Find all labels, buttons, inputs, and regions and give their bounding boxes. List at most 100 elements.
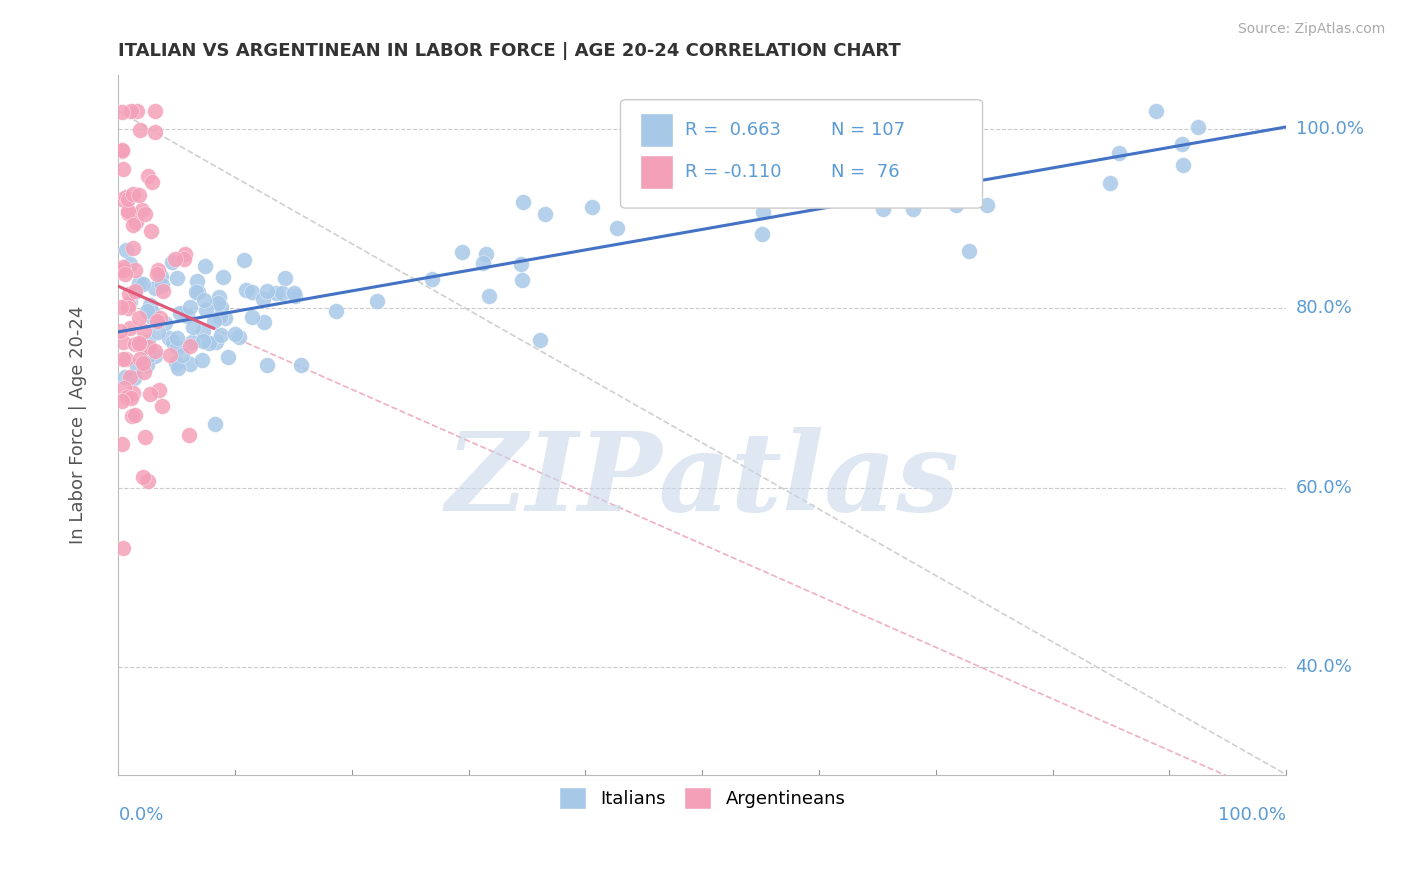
Point	[134, 430, 156, 444]
Point	[141, 176, 163, 190]
FancyBboxPatch shape	[620, 100, 983, 208]
Point	[159, 348, 181, 362]
Point	[143, 343, 166, 358]
Point	[167, 361, 190, 376]
Point	[581, 200, 603, 214]
Text: ZIPatlas: ZIPatlas	[446, 427, 959, 534]
Point	[274, 271, 297, 285]
Point	[132, 277, 155, 291]
Point	[138, 348, 160, 362]
Point	[191, 334, 214, 348]
Point	[112, 352, 135, 367]
Point	[165, 355, 187, 369]
Point	[117, 193, 139, 207]
Point	[176, 309, 198, 323]
Point	[872, 202, 894, 216]
Point	[114, 267, 136, 281]
Text: 0.0%: 0.0%	[118, 806, 163, 824]
Point	[149, 310, 172, 325]
Point	[124, 285, 146, 299]
Point	[957, 244, 980, 258]
Point	[166, 331, 188, 345]
Point	[136, 169, 159, 183]
Point	[173, 252, 195, 266]
Point	[202, 314, 225, 328]
Point	[136, 334, 159, 348]
Point	[235, 284, 257, 298]
Point	[290, 358, 312, 372]
Point	[124, 408, 146, 422]
Point	[114, 351, 136, 366]
Point	[131, 202, 153, 217]
Point	[193, 293, 215, 307]
Point	[128, 335, 150, 350]
Point	[128, 277, 150, 291]
Point	[117, 203, 139, 218]
Point	[475, 247, 498, 261]
Point	[111, 145, 134, 159]
Point	[209, 310, 232, 325]
Point	[145, 125, 167, 139]
Text: ITALIAN VS ARGENTINEAN IN LABOR FORCE | AGE 20-24 CORRELATION CHART: ITALIAN VS ARGENTINEAN IN LABOR FORCE | …	[118, 42, 901, 60]
Point	[752, 204, 775, 219]
Point	[253, 315, 276, 329]
Point	[150, 268, 173, 283]
Point	[146, 315, 169, 329]
Point	[125, 104, 148, 119]
Point	[117, 297, 139, 311]
Point	[108, 324, 131, 338]
Point	[194, 259, 217, 273]
Point	[111, 192, 134, 206]
Point	[132, 356, 155, 370]
Point	[191, 352, 214, 367]
Point	[118, 257, 141, 271]
Point	[240, 310, 263, 324]
Text: R = -0.110: R = -0.110	[685, 162, 782, 181]
Point	[534, 207, 557, 221]
Point	[111, 437, 134, 451]
Point	[529, 333, 551, 347]
Point	[111, 393, 134, 408]
Point	[233, 252, 256, 267]
Point	[124, 337, 146, 351]
Point	[142, 306, 165, 320]
Point	[163, 252, 186, 267]
Point	[510, 257, 533, 271]
Point	[212, 270, 235, 285]
Point	[1144, 104, 1167, 119]
Point	[181, 319, 204, 334]
Point	[118, 286, 141, 301]
Point	[266, 286, 288, 301]
Text: 100.0%: 100.0%	[1295, 120, 1364, 138]
Point	[1173, 158, 1195, 172]
Point	[252, 292, 274, 306]
Point	[148, 325, 170, 339]
Point	[146, 263, 169, 277]
Point	[284, 289, 307, 303]
Text: Source: ZipAtlas.com: Source: ZipAtlas.com	[1237, 22, 1385, 37]
Point	[173, 247, 195, 261]
Point	[606, 220, 628, 235]
Point	[120, 320, 142, 334]
Point	[162, 254, 184, 268]
Point	[139, 298, 162, 312]
Point	[115, 243, 138, 257]
Point	[195, 302, 218, 317]
Point	[150, 399, 173, 413]
Point	[170, 347, 193, 361]
Text: 80.0%: 80.0%	[1295, 300, 1353, 318]
Point	[111, 104, 134, 119]
Point	[214, 310, 236, 325]
Point	[115, 189, 138, 203]
Point	[138, 340, 160, 354]
Point	[1108, 145, 1130, 160]
Point	[179, 428, 201, 442]
Point	[121, 409, 143, 423]
Point	[181, 334, 204, 349]
Point	[136, 303, 159, 318]
Point	[146, 267, 169, 281]
Point	[751, 227, 773, 241]
Point	[118, 370, 141, 384]
Point	[187, 285, 209, 299]
Point	[271, 285, 294, 300]
